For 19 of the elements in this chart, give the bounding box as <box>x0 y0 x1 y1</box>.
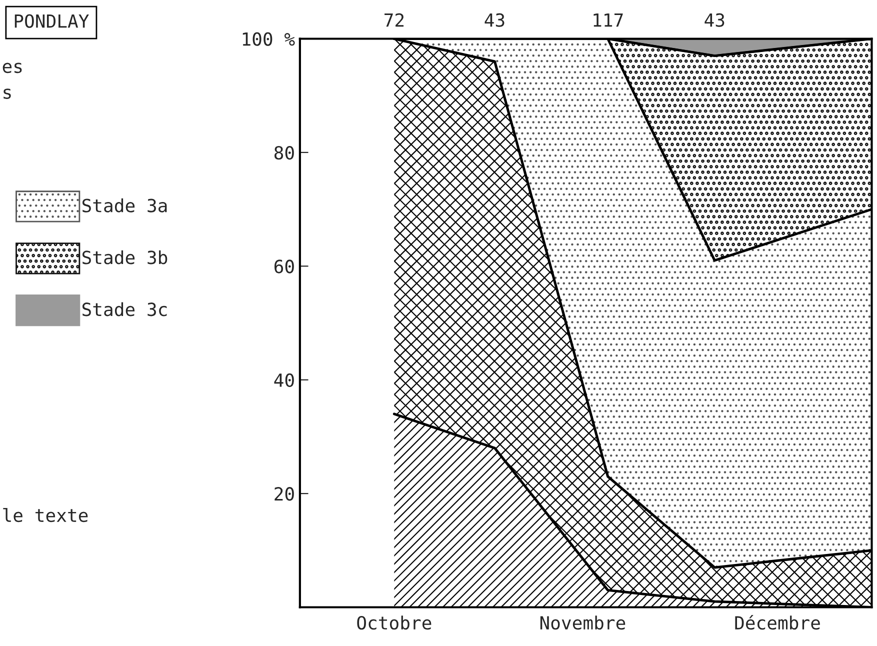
x-tick-label: Novembre <box>540 616 626 630</box>
legend-label: Stade 3c <box>82 302 167 316</box>
y-tick-label: 100 % <box>242 32 295 46</box>
text: es <box>2 62 22 74</box>
legend-label: Stade 3b <box>82 250 168 264</box>
x-tick-label: Octobre <box>357 616 432 630</box>
x-tick-label: Décembre <box>735 614 820 630</box>
y-tick-label: 80 <box>274 146 294 160</box>
annotation: 72 <box>384 13 404 27</box>
y-tick-label: 20 <box>274 487 294 501</box>
annotation: 117 <box>594 14 623 27</box>
annotation: 43 <box>704 13 724 27</box>
annotation: 43 <box>484 13 504 27</box>
text: s <box>4 88 11 99</box>
legend-label: Stade 3a <box>82 198 167 212</box>
text: le texte <box>3 508 88 522</box>
text: PONDLAY <box>14 14 89 28</box>
y-tick-label: 60 <box>274 260 294 274</box>
y-tick-label: 40 <box>274 373 294 388</box>
